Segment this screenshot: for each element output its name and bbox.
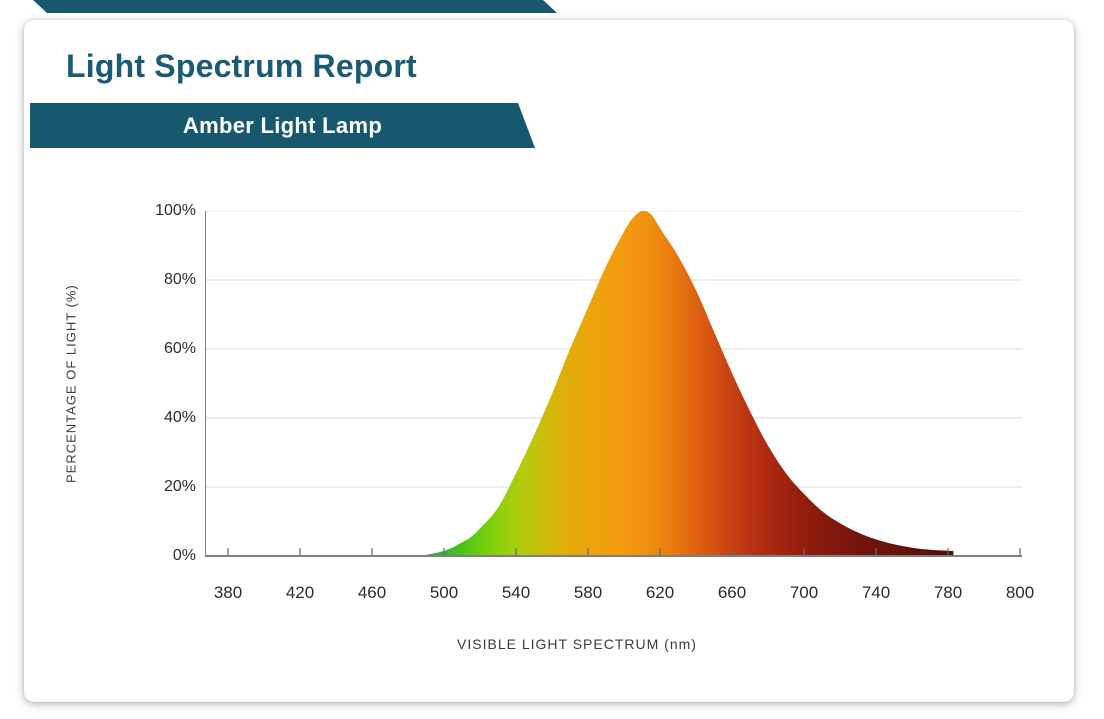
lamp-banner: Amber Light Lamp [30, 103, 535, 148]
lamp-banner-label: Amber Light Lamp [182, 112, 383, 138]
report-title: Light Spectrum Report [66, 48, 417, 84]
top-decor-ribbon [33, 0, 557, 13]
report-card: Light Spectrum Report Amber Light Lamp [24, 20, 1074, 702]
